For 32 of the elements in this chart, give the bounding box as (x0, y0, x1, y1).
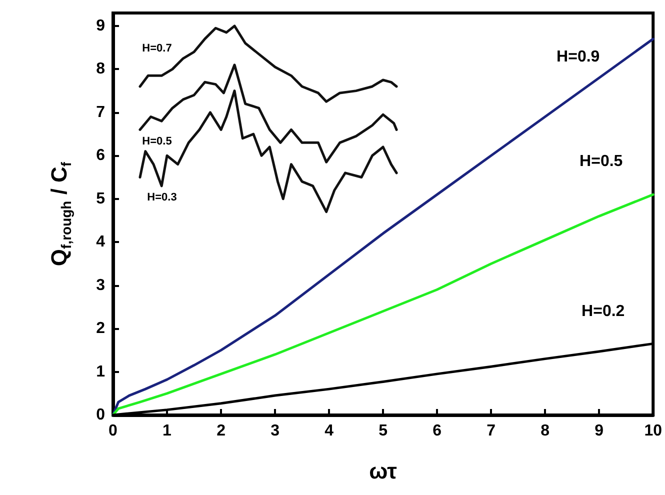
x-axis-title: ωτ (369, 458, 398, 484)
y-axis-title: Qf,rough / Cf (46, 162, 74, 266)
line-series (138, 24, 398, 103)
y-tick-label: 7 (96, 104, 106, 121)
x-tick-label: 3 (270, 422, 280, 440)
series-label: H=0.5 (142, 136, 172, 148)
y-tick-label: 6 (96, 147, 106, 164)
series-label: H=0.2 (582, 303, 625, 320)
y-tick-label: 5 (96, 190, 106, 208)
x-tick-label: 4 (324, 422, 334, 440)
series-label: H=0.3 (147, 191, 177, 204)
x-tick-label: 8 (540, 422, 550, 440)
x-tick-label: 9 (594, 422, 604, 440)
x-tick-label: 0 (108, 422, 118, 440)
y-tick-label: 3 (96, 276, 106, 294)
y-tick-label: 2 (96, 320, 106, 338)
y-tick-label: 8 (96, 60, 106, 78)
x-tick-label: 5 (378, 422, 388, 440)
series-label: H=0.7 (142, 42, 172, 54)
series-label: H=0.9 (556, 48, 600, 66)
line-series (138, 64, 398, 164)
y-tick-label: 0 (96, 406, 106, 424)
line-series (138, 90, 398, 214)
y-tick-label: 1 (96, 363, 106, 380)
y-tick-label: 9 (96, 17, 106, 34)
x-tick-label: 10 (644, 422, 662, 440)
text: H=0.5 (580, 153, 623, 170)
x-tick-label: 7 (486, 422, 496, 440)
x-tick-label: 2 (216, 422, 226, 440)
y-tick-label: 4 (96, 234, 106, 251)
x-tick-label: 6 (432, 422, 442, 440)
x-tick-label: 1 (162, 422, 172, 440)
